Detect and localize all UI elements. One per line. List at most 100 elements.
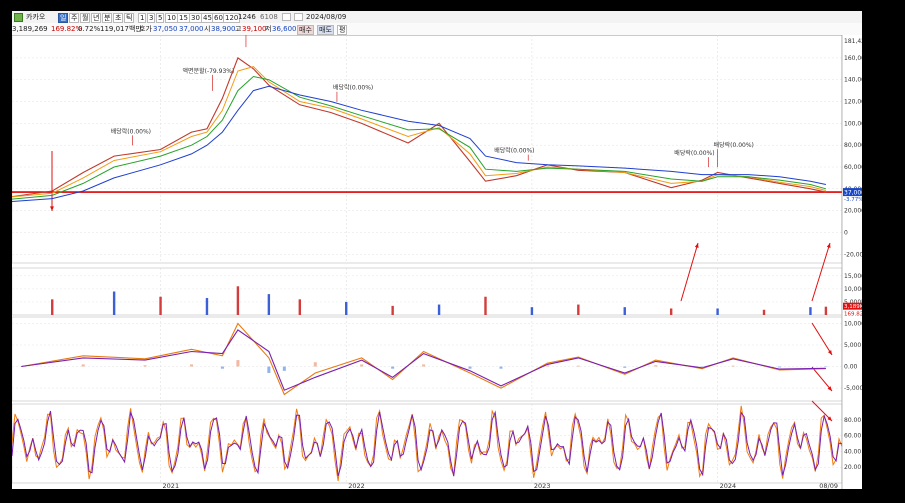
macd-histogram-bar — [700, 366, 704, 368]
period-month-button[interactable]: 월 — [80, 13, 91, 23]
chart-annotation: 배당락(0.00%) — [674, 149, 714, 157]
trend-arrowhead — [50, 206, 54, 211]
y-tick-label: 0 — [844, 229, 848, 236]
macd-histogram-bar — [267, 366, 271, 373]
calendar-icon[interactable] — [282, 13, 291, 21]
average-button[interactable]: 평 — [337, 25, 348, 35]
save-icon[interactable] — [294, 13, 303, 21]
chart-annotations: 최고 173,000 (06/24)액면분할(-79.93%)배당락(0.00%… — [50, 35, 833, 422]
trade-amount: 119,017백만 — [100, 25, 142, 33]
chart-annotation: 배당락(0.00%) — [494, 147, 534, 155]
y-tick-label: 20.00 — [844, 464, 861, 471]
x-tick-label: 2024 — [720, 482, 737, 489]
period-second-button[interactable]: 초 — [113, 13, 124, 23]
y-tick-label: 5,000 — [844, 342, 861, 349]
chart-toolbar: 카카오 일 주 월 년 분 초 틱 1 3 5 10 15 30 45 60 1… — [12, 11, 862, 24]
chart-grid — [12, 35, 843, 484]
y-tick-label: 160,000 — [844, 55, 862, 62]
trend-arrowhead — [827, 350, 832, 355]
trend-arrow — [811, 366, 833, 392]
macd-series-line — [21, 322, 826, 396]
macd-histogram-bar — [236, 360, 240, 367]
open-label: 시 — [204, 25, 211, 33]
price-series-line — [12, 57, 827, 198]
y-tick-label: 140,000 — [844, 77, 862, 84]
y-tick-label: 40.00 — [844, 448, 861, 455]
volume-bar — [623, 307, 626, 315]
ask-price-1: 37,050 — [153, 25, 178, 33]
y-tick-label: -5,000 — [844, 385, 862, 392]
current-price-label: 37,000 — [844, 190, 862, 197]
volume-bar — [824, 306, 828, 315]
macd-histogram-bar — [360, 364, 364, 367]
ask-price-2: 37,000 — [179, 25, 204, 33]
macd-panel — [21, 322, 828, 396]
count-field-a[interactable]: 1246 — [238, 13, 256, 21]
volume-ratio: 169.82% — [51, 25, 83, 33]
y-tick-label: 181,420 — [844, 38, 862, 45]
x-tick-label: 2023 — [534, 482, 551, 489]
current-price-tag — [843, 188, 862, 197]
volume-bar — [762, 309, 766, 315]
volume-bar — [159, 296, 162, 315]
minute-option-button[interactable]: 15 — [177, 13, 190, 23]
minute-option-button[interactable]: 5 — [156, 13, 165, 23]
count-field-b[interactable]: 6108 — [260, 13, 278, 21]
macd-histogram-bar — [545, 365, 549, 367]
y-tick-label: 5,000K — [844, 299, 862, 306]
sell-button[interactable]: 매도 — [317, 25, 334, 35]
period-day-button[interactable]: 일 — [58, 13, 69, 23]
panel-border — [12, 267, 843, 316]
macd-histogram-bar — [189, 364, 193, 367]
chart-annotation: 액면분할(-79.93%) — [183, 67, 235, 75]
macd-histogram-bar — [422, 364, 426, 367]
minute-option-button[interactable]: 1 — [138, 13, 147, 23]
y-tick-label: 100,000 — [844, 120, 862, 127]
trend-arrowhead — [827, 386, 832, 391]
volume-bar — [716, 308, 719, 315]
trend-arrow — [811, 400, 833, 422]
date-field[interactable]: 2024/08/09 — [306, 13, 347, 21]
minute-option-button[interactable]: 30 — [189, 13, 202, 23]
minute-option-button[interactable]: 3 — [147, 13, 156, 23]
ask-label: 호가 — [139, 25, 152, 33]
trend-arrowhead — [694, 243, 699, 248]
macd-histogram-bar — [777, 366, 781, 368]
period-year-button[interactable]: 년 — [91, 13, 102, 23]
volume-bar — [267, 294, 271, 315]
period-week-button[interactable]: 주 — [69, 13, 80, 23]
macd-histogram-bar — [499, 366, 503, 369]
price-series-line — [12, 75, 827, 200]
minute-option-button[interactable]: 120 — [223, 13, 241, 23]
y-tick-label: 120,000 — [844, 99, 862, 106]
open-price: 38,900 — [211, 25, 236, 33]
volume-bar — [530, 307, 534, 315]
y-tick-label: 80.00 — [844, 417, 861, 424]
current-change-label: -3.77% — [844, 197, 862, 203]
y-tick-label: 60.00 — [844, 433, 861, 440]
chart-annotation: 배당락(0.00%) — [111, 127, 151, 135]
macd-histogram-bar — [220, 366, 224, 369]
volume-tag — [843, 302, 862, 310]
macd-histogram-bar — [623, 366, 627, 368]
chart-window: 카카오 일 주 월 년 분 초 틱 1 3 5 10 15 30 45 60 1… — [12, 11, 862, 489]
trend-arrow — [811, 322, 833, 356]
price-series-line — [12, 66, 827, 198]
stock-name[interactable]: 카카오 — [26, 13, 46, 21]
y-tick-label: 10,000K — [844, 286, 862, 293]
period-tick-button[interactable]: 틱 — [124, 13, 135, 23]
stock-search-icon[interactable] — [14, 13, 23, 22]
low-price: 36,600 — [272, 25, 297, 33]
volume-bar — [112, 291, 116, 315]
stock-chart[interactable]: 최고 173,000 (06/24)액면분할(-79.93%)배당락(0.00%… — [12, 35, 862, 489]
macd-histogram-bar — [313, 362, 317, 367]
minute-option-button[interactable]: 10 — [165, 13, 178, 23]
y-tick-label: 60,000 — [844, 164, 862, 171]
chart-axes: 202120222023202408/09-20,000020,00040,00… — [163, 35, 862, 489]
trend-arrow — [811, 242, 831, 302]
volume-bar — [51, 299, 54, 315]
period-minute-button[interactable]: 분 — [102, 13, 113, 23]
volume-bar — [391, 305, 394, 315]
x-tick-label: 2021 — [163, 482, 180, 489]
buy-button[interactable]: 매수 — [297, 25, 314, 35]
